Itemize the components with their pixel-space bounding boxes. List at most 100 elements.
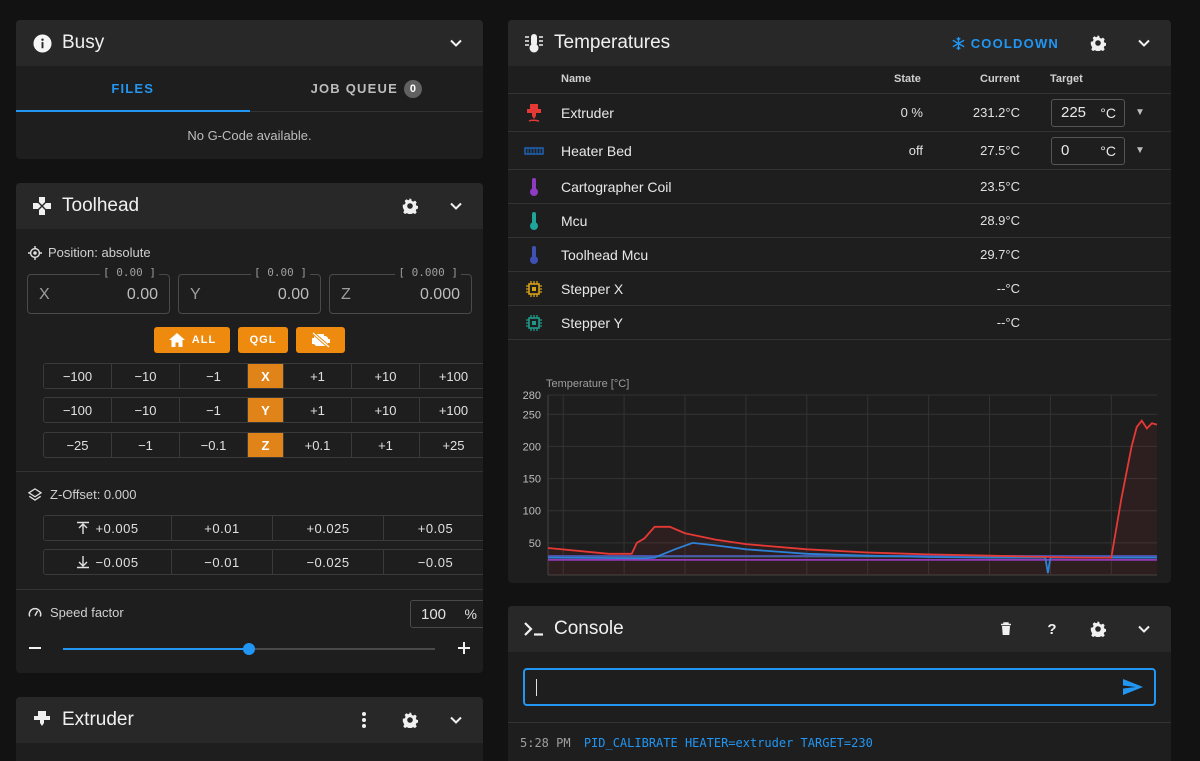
temp-row-stepper-x: Stepper X --°C: [508, 271, 1171, 305]
temp-state: 0 %: [900, 105, 923, 120]
speed-factor-input[interactable]: 100 %: [410, 600, 483, 628]
jog-y-row: −100 −10 −1 Y +1 +10 +100: [43, 397, 483, 423]
temperatures-panel: Temperatures COOLDOWN Name State Current…: [508, 20, 1171, 583]
temp-state: off: [908, 143, 923, 158]
temperatures-collapse-button[interactable]: [1131, 30, 1157, 56]
divider: [508, 339, 1171, 340]
temp-name: Stepper X: [561, 280, 624, 297]
cooldown-label: COOLDOWN: [970, 35, 1059, 51]
heater-bed-target-dropdown[interactable]: ▼: [1135, 145, 1145, 156]
send-button[interactable]: [1122, 678, 1144, 701]
console-input[interactable]: [523, 668, 1156, 706]
console-settings-button[interactable]: [1085, 616, 1111, 642]
chart-ytick-label: 100: [523, 506, 541, 518]
target-value: 225: [1061, 104, 1087, 121]
heater-bed-target-input[interactable]: 0 °C: [1051, 136, 1125, 165]
z-down-0-label: −0.005: [95, 554, 139, 570]
plus-icon: [458, 642, 470, 654]
extruder-target-input[interactable]: 225 °C: [1051, 98, 1125, 127]
temp-row-cartographer-coil: Cartographer Coil 23.5°C: [508, 169, 1171, 203]
temperatures-settings-button[interactable]: [1085, 30, 1111, 56]
speed-decrease-button[interactable]: [28, 641, 42, 655]
temperatures-title: Temperatures: [554, 32, 671, 53]
home-x-button[interactable]: X: [248, 364, 284, 388]
temp-row-stepper-y: Stepper Y --°C: [508, 305, 1171, 339]
tab-job-queue[interactable]: JOB QUEUE 0: [250, 66, 484, 111]
console-clear-button[interactable]: [993, 616, 1019, 642]
z-up-0-label: +0.005: [95, 520, 139, 536]
jog-x-plus-100[interactable]: +100: [438, 368, 469, 384]
jog-z-plus-0-1[interactable]: +0.1: [284, 433, 352, 457]
z-offset-down-0-025-button[interactable]: −0.025: [273, 550, 384, 574]
busy-header: Busy: [16, 20, 483, 66]
home-z-button[interactable]: Z: [248, 433, 284, 457]
chip-icon: [524, 279, 544, 299]
home-all-button[interactable]: ALL: [154, 327, 230, 353]
job-queue-count-badge: 0: [403, 79, 422, 98]
chart-series-extruder: [547, 419, 1158, 559]
z-value: 0.000: [419, 286, 460, 303]
jog-x-plus-10[interactable]: +10: [352, 364, 420, 388]
jog-x-minus-10[interactable]: −10: [112, 364, 180, 388]
z-offset-up-0-005-button[interactable]: +0.005: [44, 516, 172, 540]
z-offset-down-0-005-button[interactable]: −0.005: [44, 550, 172, 574]
extruder-target-dropdown[interactable]: ▼: [1135, 107, 1145, 118]
console-header: Console ?: [508, 606, 1171, 652]
z-offset-down-0-05-button[interactable]: −0.05: [417, 554, 454, 570]
temp-row-mcu: Mcu 28.9°C: [508, 203, 1171, 237]
jog-y-minus-1[interactable]: −1: [180, 398, 248, 422]
toolhead-settings-button[interactable]: [397, 193, 423, 219]
extruder-collapse-button[interactable]: [443, 707, 469, 733]
busy-title: Busy: [62, 32, 105, 53]
divider: [508, 722, 1171, 723]
col-state: State: [894, 73, 921, 85]
tab-files[interactable]: FILES: [16, 66, 250, 112]
jog-y-plus-10[interactable]: +10: [352, 398, 420, 422]
temp-name: Extruder: [561, 104, 614, 121]
z-offset-up-0-025-button[interactable]: +0.025: [273, 516, 384, 540]
thermometer-lines-icon: [524, 33, 544, 53]
console-collapse-button[interactable]: [1131, 616, 1157, 642]
z-offset-up-0-01-button[interactable]: +0.01: [172, 516, 273, 540]
jog-y-plus-1[interactable]: +1: [284, 398, 352, 422]
thermometer-icon: [524, 245, 544, 265]
position-x-field[interactable]: [ 0.00 ] X 0.00: [27, 266, 170, 314]
toolhead-collapse-button[interactable]: [443, 193, 469, 219]
jog-z-minus-25[interactable]: −25: [44, 433, 112, 457]
speed-increase-button[interactable]: [457, 641, 471, 655]
jog-z-minus-1[interactable]: −1: [112, 433, 180, 457]
extruder-menu-button[interactable]: [351, 707, 377, 733]
jog-y-minus-10[interactable]: −10: [112, 398, 180, 422]
jog-z-plus-1[interactable]: +1: [352, 433, 420, 457]
chevron-down-icon: [450, 202, 462, 210]
busy-collapse-button[interactable]: [443, 30, 469, 56]
send-icon: [1123, 679, 1143, 695]
home-icon: [168, 333, 185, 347]
toolhead-header: Toolhead: [16, 183, 483, 229]
extruder-settings-button[interactable]: [397, 707, 423, 733]
jog-z-minus-0-1[interactable]: −0.1: [180, 433, 248, 457]
qgl-button[interactable]: QGL: [238, 327, 288, 353]
jog-y-minus-100[interactable]: −100: [44, 398, 112, 422]
speed-slider-thumb[interactable]: [243, 643, 255, 655]
log-command[interactable]: PID_CALIBRATE HEATER=extruder TARGET=230: [583, 736, 873, 750]
home-y-button[interactable]: Y: [248, 398, 284, 422]
jog-x-minus-100[interactable]: −100: [44, 364, 112, 388]
speed-slider-fill: [63, 648, 249, 650]
jog-y-plus-100[interactable]: +100: [438, 402, 469, 418]
position-z-field[interactable]: [ 0.000 ] Z 0.000: [329, 266, 472, 314]
console-help-button[interactable]: ?: [1039, 616, 1065, 642]
jog-z-plus-25[interactable]: +25: [442, 437, 465, 453]
arrow-up-bar-icon: [77, 521, 90, 534]
console-title: Console: [554, 618, 624, 639]
z-offset-down-0-01-button[interactable]: −0.01: [172, 550, 273, 574]
speed-slider-track[interactable]: [63, 643, 435, 655]
jog-x-minus-1[interactable]: −1: [180, 364, 248, 388]
z-offset-up-0-05-button[interactable]: +0.05: [417, 520, 454, 536]
jog-x-plus-1[interactable]: +1: [284, 364, 352, 388]
speed-value: 100: [421, 605, 447, 623]
position-y-field[interactable]: [ 0.00 ] Y 0.00: [178, 266, 321, 314]
crosshair-icon: [28, 245, 42, 260]
cooldown-button[interactable]: COOLDOWN: [952, 36, 1059, 51]
motors-off-button[interactable]: [296, 327, 345, 353]
